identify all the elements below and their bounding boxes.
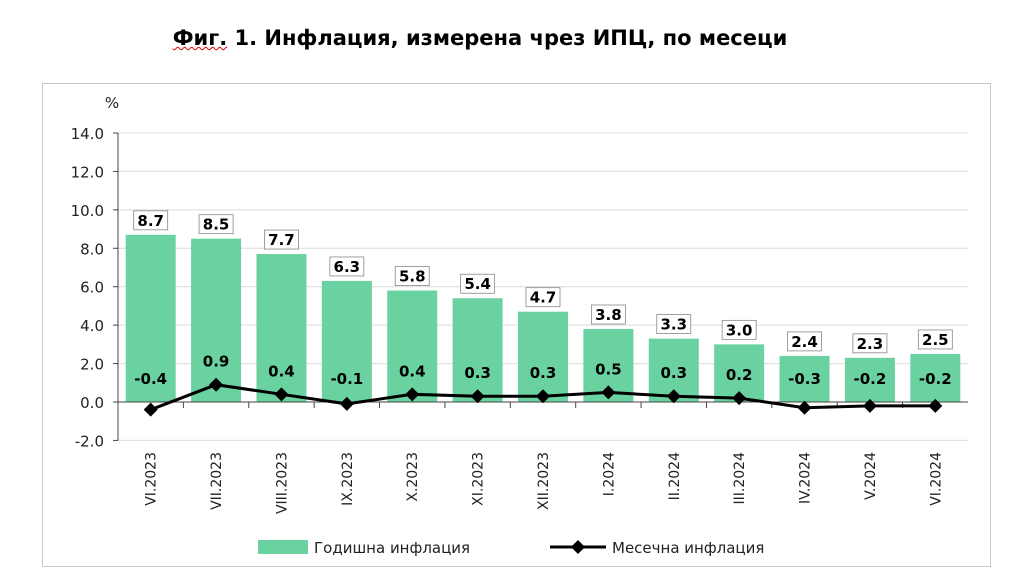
- bar-label-box: [264, 229, 299, 250]
- bar-label-box: [787, 331, 822, 352]
- line-marker: [274, 387, 289, 402]
- legend-bar-swatch: [258, 540, 308, 554]
- line-marker: [666, 389, 681, 404]
- y-tick-label: 6.0: [80, 279, 104, 297]
- bar: [452, 298, 503, 402]
- line-data-label: 0.4: [399, 362, 426, 380]
- x-tick-label: V.2024: [863, 452, 879, 500]
- bar-label-box: [394, 266, 430, 286]
- line-data-label: -0.2: [854, 370, 887, 388]
- bar-data-label: 8.5: [203, 216, 230, 234]
- line-marker: [797, 400, 812, 415]
- bar-data-label: 3.0: [726, 321, 753, 339]
- bar: [844, 357, 895, 402]
- line-data-label: -0.4: [134, 370, 167, 388]
- line-marker: [601, 385, 616, 400]
- bar-data-label: 3.8: [595, 306, 622, 324]
- bar: [518, 311, 568, 402]
- y-axis-label: %: [105, 94, 119, 112]
- y-tick-label: 0.0: [80, 394, 104, 412]
- y-tick-label: -2.0: [75, 432, 104, 450]
- x-tick-label: IV.2024: [798, 452, 814, 504]
- bar-data-label: 2.3: [857, 335, 884, 353]
- bar: [125, 234, 176, 402]
- title-text: 1. Инфлация, измерена чрез ИПЦ, по месец…: [227, 26, 788, 50]
- bar-data-label: 5.4: [464, 275, 491, 293]
- line-marker: [732, 391, 747, 406]
- bar: [910, 353, 961, 402]
- x-tick-label: VI.2023: [144, 452, 160, 506]
- x-tick-label: III.2024: [732, 452, 748, 505]
- line-marker: [143, 402, 158, 417]
- bar-label-box: [590, 304, 626, 325]
- bar: [779, 355, 830, 402]
- bar-label-box: [721, 319, 757, 340]
- line-marker: [928, 398, 943, 413]
- bar-data-label: 7.7: [268, 231, 295, 249]
- line-data-label: 0.3: [660, 364, 687, 382]
- chart-frame: [42, 83, 991, 567]
- y-tick-label: 12.0: [71, 163, 104, 181]
- legend-label-monthly: Месечна инфлация: [612, 539, 764, 557]
- x-tick-label: VII.2023: [209, 452, 225, 510]
- y-tick-label: 8.0: [80, 240, 104, 258]
- line-marker: [536, 389, 550, 404]
- line-data-label: -0.3: [788, 370, 821, 388]
- line-data-label: 0.3: [464, 364, 491, 382]
- line-marker: [862, 398, 877, 413]
- x-tick-label: IX.2023: [340, 452, 356, 506]
- x-tick-label: XI.2023: [471, 452, 487, 506]
- line-marker: [405, 387, 420, 402]
- bar-data-label: 6.3: [334, 258, 361, 276]
- line-marker: [470, 389, 485, 404]
- legend-line-marker: [571, 540, 585, 554]
- bar: [321, 280, 372, 402]
- y-tick-label: 4.0: [80, 317, 104, 335]
- title-prefix: Фиг.: [172, 26, 228, 50]
- line-data-label: 0.4: [268, 362, 295, 380]
- bar-label-box: [917, 329, 953, 350]
- bar: [256, 254, 307, 402]
- bar-label-box: [852, 333, 888, 354]
- x-tick-label: VI.2024: [928, 452, 944, 506]
- y-tick-label: 2.0: [80, 356, 104, 374]
- bar-data-label: 3.3: [660, 316, 687, 334]
- bar: [387, 290, 438, 402]
- line-data-label: 0.2: [726, 366, 753, 384]
- legend-label-annual: Годишна инфлация: [314, 539, 470, 557]
- x-tick-label: X.2023: [405, 452, 421, 502]
- bar-label-box: [198, 214, 234, 235]
- x-tick-label: I.2024: [601, 452, 617, 496]
- x-tick-label: XII.2023: [536, 452, 552, 510]
- bar-data-label: 8.7: [137, 212, 164, 230]
- x-tick-label: VIII.2023: [274, 452, 290, 514]
- line-data-label: -0.1: [330, 370, 363, 388]
- line-data-label: 0.3: [530, 364, 557, 382]
- line-marker: [339, 396, 354, 411]
- line-data-label: -0.2: [919, 370, 952, 388]
- bar-data-label: 2.4: [791, 333, 818, 351]
- bar-data-label: 5.8: [399, 268, 426, 286]
- line-data-label: 0.9: [203, 353, 230, 371]
- x-tick-label: II.2024: [667, 452, 683, 500]
- bar-data-label: 4.7: [530, 289, 557, 307]
- bar-label-box: [329, 256, 365, 277]
- y-tick-label: 10.0: [71, 202, 104, 220]
- bar: [191, 238, 242, 402]
- bar-label-box: [133, 210, 169, 231]
- bar-label-box: [460, 273, 496, 294]
- y-tick-label: 14.0: [71, 125, 104, 143]
- chart-title: Фиг. 1. Инфлация, измерена чрез ИПЦ, по …: [0, 26, 960, 50]
- bar-label-box: [656, 314, 692, 334]
- bar-data-label: 2.5: [922, 331, 949, 349]
- line-data-label: 0.5: [595, 360, 622, 378]
- line-marker: [209, 377, 224, 392]
- bar-label-box: [525, 287, 561, 308]
